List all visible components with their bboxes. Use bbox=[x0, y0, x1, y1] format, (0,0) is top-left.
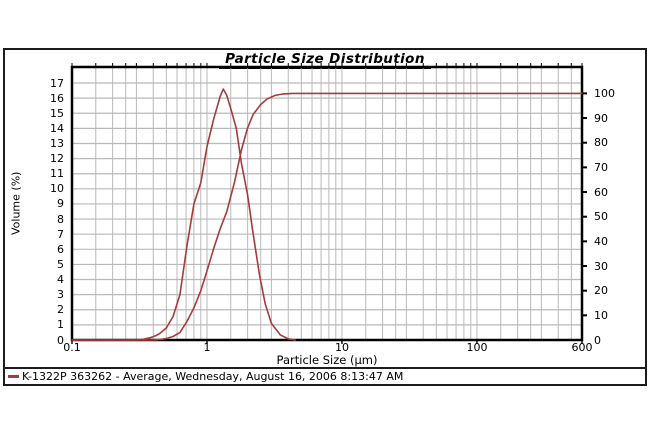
x-tick-label: 100 bbox=[466, 341, 488, 354]
x-axis-labels: 0.1 1 10 100 600 bbox=[63, 341, 592, 354]
legend-row: K-1322P 363262 - Average, Wednesday, Aug… bbox=[5, 367, 645, 384]
gridlines bbox=[72, 67, 582, 340]
volume-frequency-curve bbox=[71, 88, 296, 341]
y-left-tick-label: 3 bbox=[57, 288, 64, 302]
x-tick-label: 600 bbox=[571, 341, 593, 354]
y-left-tick-label: 1 bbox=[57, 318, 64, 332]
y-left-tick-label: 12 bbox=[50, 152, 64, 166]
y-right-tick-label: 60 bbox=[594, 185, 608, 199]
plot-area bbox=[70, 63, 587, 344]
legend-line-marker bbox=[8, 375, 19, 378]
y-right-tick-label: 10 bbox=[594, 308, 608, 322]
x-axis-title: Particle Size (µm) bbox=[276, 353, 378, 367]
y-left-tick-label: 10 bbox=[50, 182, 64, 196]
y-left-axis-labels: 0 1 2 3 4 5 6 7 8 9 10 11 12 13 14 15 16 17 bbox=[5, 67, 67, 346]
y-right-tick-label: 0 bbox=[594, 333, 601, 347]
y-left-tick-label: 9 bbox=[57, 197, 64, 211]
y-right-tick-label: 80 bbox=[594, 136, 608, 150]
x-tick-label: 1 bbox=[203, 341, 211, 354]
y-left-tick-label: 2 bbox=[57, 303, 64, 317]
y-left-tick-label: 11 bbox=[50, 167, 64, 181]
y-left-tick-label: 5 bbox=[57, 257, 64, 271]
y-left-tick-label: 15 bbox=[50, 106, 64, 120]
y-left-tick-label: 8 bbox=[57, 212, 64, 226]
y-left-tick-label: 0 bbox=[57, 333, 64, 347]
y-right-tick-label: 90 bbox=[594, 111, 608, 125]
x-tick-label: 10 bbox=[334, 341, 349, 354]
legend-label: K-1322P 363262 - Average, Wednesday, Aug… bbox=[22, 369, 404, 383]
cumulative-undersize-curve bbox=[71, 92, 583, 341]
y-right-tick-label: 40 bbox=[594, 234, 608, 248]
chart-title: Particle Size Distribution bbox=[5, 51, 645, 69]
y-right-tick-label: 50 bbox=[594, 210, 608, 224]
axis-frame bbox=[70, 63, 587, 344]
y-right-tick-label: 20 bbox=[594, 284, 608, 298]
y-right-tick-label: 70 bbox=[594, 160, 608, 174]
y-left-tick-label: 4 bbox=[57, 273, 64, 287]
x-tick-label: 0.1 bbox=[63, 341, 81, 354]
y-left-tick-label: 16 bbox=[50, 91, 64, 105]
y-right-tick-label: 30 bbox=[594, 259, 608, 273]
chart-title-text: Particle Size Distribution bbox=[219, 51, 431, 69]
y-right-tick-label: 100 bbox=[594, 86, 615, 100]
y-left-tick-label: 14 bbox=[50, 121, 64, 135]
y-left-tick-label: 13 bbox=[50, 136, 64, 150]
y-left-tick-label: 6 bbox=[57, 242, 64, 256]
y-left-tick-label: 17 bbox=[50, 76, 64, 90]
y-left-tick-label: 7 bbox=[57, 227, 64, 241]
y-right-axis-labels: 0 10 20 30 40 50 60 70 80 90 100 bbox=[590, 67, 630, 346]
